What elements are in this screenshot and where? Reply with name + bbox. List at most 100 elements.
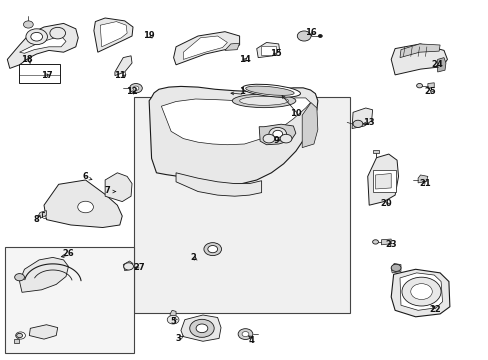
Polygon shape: [224, 43, 239, 50]
Circle shape: [16, 332, 25, 339]
Circle shape: [280, 134, 291, 143]
Circle shape: [268, 127, 286, 140]
Polygon shape: [105, 173, 132, 202]
Polygon shape: [399, 44, 439, 58]
Circle shape: [297, 31, 310, 41]
Bar: [5, 247, 134, 353]
Circle shape: [167, 315, 179, 324]
Text: 27: 27: [133, 263, 145, 271]
Polygon shape: [390, 264, 400, 273]
Circle shape: [318, 35, 322, 37]
Circle shape: [196, 324, 207, 333]
Circle shape: [26, 29, 47, 45]
Circle shape: [272, 130, 282, 138]
Circle shape: [390, 264, 400, 271]
Text: 10: 10: [289, 109, 301, 118]
Polygon shape: [170, 310, 176, 318]
Polygon shape: [7, 23, 78, 68]
Ellipse shape: [232, 94, 295, 108]
Circle shape: [352, 120, 362, 127]
Polygon shape: [367, 154, 398, 205]
Polygon shape: [14, 339, 19, 343]
Text: 20: 20: [380, 199, 391, 208]
Polygon shape: [44, 180, 122, 228]
Text: 13: 13: [363, 118, 374, 127]
Polygon shape: [351, 108, 372, 129]
Polygon shape: [390, 269, 449, 317]
Polygon shape: [437, 58, 445, 72]
Circle shape: [78, 201, 93, 213]
Polygon shape: [149, 86, 317, 184]
Circle shape: [123, 263, 133, 270]
Circle shape: [207, 246, 217, 253]
Polygon shape: [94, 18, 133, 52]
Polygon shape: [38, 211, 46, 218]
Text: 11: 11: [114, 71, 125, 80]
Text: 2: 2: [190, 253, 196, 262]
Bar: [134, 97, 349, 313]
Circle shape: [416, 84, 422, 88]
Circle shape: [410, 284, 431, 300]
Polygon shape: [256, 42, 279, 58]
Text: 9: 9: [273, 136, 279, 145]
Ellipse shape: [245, 86, 294, 95]
Ellipse shape: [239, 96, 288, 105]
Text: 4: 4: [248, 336, 254, 345]
Text: 7: 7: [104, 186, 110, 195]
Circle shape: [15, 274, 24, 281]
Text: 26: 26: [62, 249, 74, 258]
Circle shape: [372, 240, 378, 244]
Circle shape: [129, 84, 142, 93]
Text: 22: 22: [428, 305, 440, 314]
Polygon shape: [29, 325, 58, 339]
Bar: [261, 46, 275, 55]
Text: 15: 15: [270, 49, 282, 58]
Polygon shape: [183, 36, 227, 59]
Polygon shape: [375, 174, 390, 189]
Polygon shape: [173, 32, 239, 65]
Text: 24: 24: [431, 60, 443, 69]
Circle shape: [203, 243, 221, 256]
Text: 23: 23: [385, 240, 396, 249]
Polygon shape: [20, 36, 66, 53]
Circle shape: [31, 32, 42, 41]
Text: 19: 19: [143, 31, 155, 40]
Polygon shape: [115, 56, 132, 76]
Text: 21: 21: [419, 179, 430, 188]
Polygon shape: [390, 44, 447, 75]
Polygon shape: [381, 239, 390, 245]
Bar: [372, 170, 395, 192]
Text: 1: 1: [239, 87, 244, 96]
Text: 14: 14: [238, 55, 250, 64]
Polygon shape: [100, 22, 127, 47]
Polygon shape: [123, 261, 133, 271]
Text: 6: 6: [82, 172, 88, 181]
Circle shape: [238, 329, 252, 339]
Text: 12: 12: [126, 87, 138, 96]
Ellipse shape: [242, 84, 300, 97]
Text: 3: 3: [175, 334, 181, 343]
Polygon shape: [399, 273, 442, 310]
Text: 18: 18: [21, 55, 33, 64]
Circle shape: [23, 21, 33, 28]
Text: 25: 25: [424, 87, 435, 96]
Circle shape: [17, 333, 22, 338]
Text: 17: 17: [41, 71, 52, 80]
Text: 5: 5: [170, 317, 176, 325]
Circle shape: [50, 27, 65, 39]
Circle shape: [133, 86, 139, 90]
Circle shape: [401, 277, 440, 306]
Text: 8: 8: [34, 215, 40, 224]
Polygon shape: [372, 150, 378, 153]
Circle shape: [242, 332, 248, 337]
Polygon shape: [417, 175, 427, 183]
Bar: [19, 64, 60, 83]
Circle shape: [263, 134, 274, 143]
Polygon shape: [427, 83, 433, 89]
Polygon shape: [209, 243, 217, 248]
Polygon shape: [181, 315, 221, 341]
Polygon shape: [302, 103, 317, 148]
Polygon shape: [176, 173, 261, 196]
Polygon shape: [259, 124, 295, 145]
Circle shape: [189, 319, 214, 337]
